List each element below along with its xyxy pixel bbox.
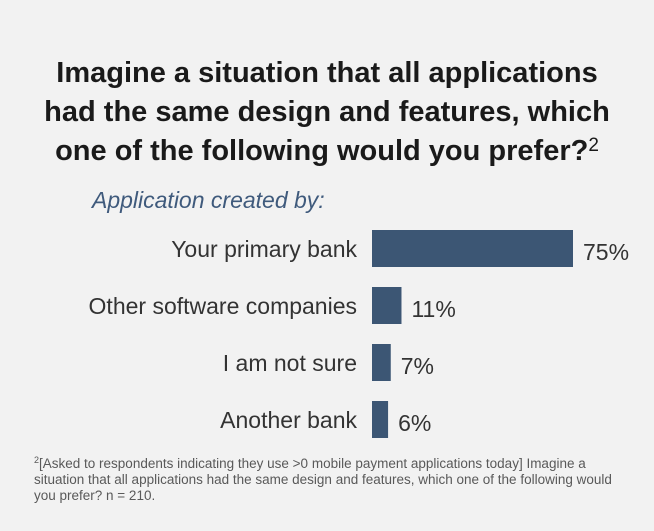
title-line-1: Imagine a situation that all application… xyxy=(56,57,598,89)
title-footnote-marker: 2 xyxy=(588,135,599,156)
category-label: Another bank xyxy=(220,407,357,433)
value-label: 75% xyxy=(583,239,629,265)
chart-title: Imagine a situation that all application… xyxy=(0,54,654,171)
title-line-3-text: one of the following would you prefer? xyxy=(55,135,589,167)
category-label: Other software companies xyxy=(89,293,357,319)
bars-group: Your primary bank 75% Other software compa… xyxy=(89,230,629,438)
chart-subtitle: Application created by: xyxy=(92,187,325,213)
category-label: I am not sure xyxy=(223,350,357,376)
value-label: 6% xyxy=(398,410,431,436)
category-label: Your primary bank xyxy=(171,236,357,262)
bar xyxy=(372,230,573,267)
bar xyxy=(372,401,389,438)
bar xyxy=(372,287,402,324)
footnote: 2[Asked to respondents indicating they u… xyxy=(34,456,634,504)
title-line-2: had the same design and features, which xyxy=(44,96,610,128)
title-line-3: one of the following would you prefer?2 xyxy=(0,132,654,171)
footnote-marker: 2 xyxy=(34,455,40,465)
value-label: 7% xyxy=(401,353,434,379)
value-label: 11% xyxy=(411,296,455,322)
bar xyxy=(372,344,391,381)
footnote-text: [Asked to respondents indicating they us… xyxy=(34,456,612,503)
